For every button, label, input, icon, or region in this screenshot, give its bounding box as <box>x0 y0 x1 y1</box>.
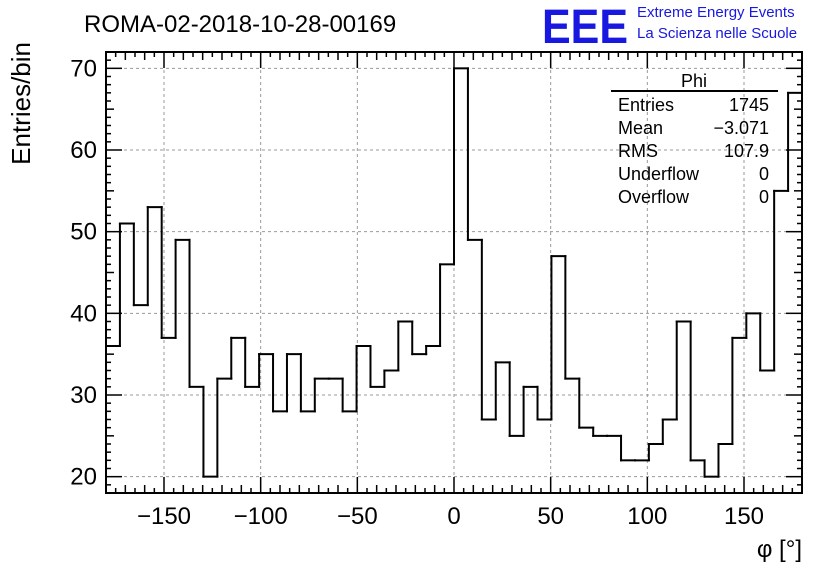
tick-label-layer: −150 −100 −50 0 50 100 150 20 30 40 50 60 70 <box>70 55 764 530</box>
y-tick-label: 40 <box>70 300 97 327</box>
y-tick-label: 70 <box>70 55 97 82</box>
y-tick-label: 20 <box>70 464 97 491</box>
x-tick-label: 0 <box>447 503 460 530</box>
y-tick-label: 60 <box>70 137 97 164</box>
x-tick-label: −100 <box>234 503 288 530</box>
stats-label: Underflow <box>618 164 700 184</box>
x-tick-label: 50 <box>537 503 564 530</box>
x-axis-label: φ [°] <box>757 536 802 563</box>
stats-value: 0 <box>759 187 769 207</box>
y-tick-label: 50 <box>70 219 97 246</box>
stats-value: 107.9 <box>724 141 769 161</box>
logo-mark: EEE <box>542 1 628 54</box>
stats-value: −3.071 <box>713 118 769 138</box>
y-axis-label: Entries/bin <box>6 42 36 165</box>
stats-label: Entries <box>618 95 674 115</box>
stats-rows: Entries 1745 Mean −3.071 RMS 107.9 Underflow 0 O… <box>618 95 769 207</box>
y-tick-label: 30 <box>70 382 97 409</box>
x-tick-label: −150 <box>137 503 191 530</box>
eee-logo: EEE Extreme Energy Events La Scienza nel… <box>542 1 797 54</box>
stats-value: 1745 <box>729 95 769 115</box>
x-tick-label: 150 <box>724 503 764 530</box>
stats-label: Overflow <box>618 187 690 207</box>
stats-title: Phi <box>681 71 707 91</box>
stats-box: Phi Entries 1745 Mean −3.071 RMS 107.9 Underfl… <box>611 71 778 207</box>
logo-line-2: La Scienza nelle Scuole <box>637 25 797 42</box>
histogram-layer <box>105 67 803 494</box>
stats-label: Mean <box>618 118 663 138</box>
x-tick-label: 100 <box>627 503 667 530</box>
stats-label: RMS <box>618 141 658 161</box>
tick-layer <box>106 52 802 493</box>
logo-line-1: Extreme Energy Events <box>637 4 795 21</box>
stats-value: 0 <box>759 164 769 184</box>
x-tick-label: −50 <box>337 503 378 530</box>
chart-title: ROMA-02-2018-10-28-00169 <box>84 11 396 38</box>
